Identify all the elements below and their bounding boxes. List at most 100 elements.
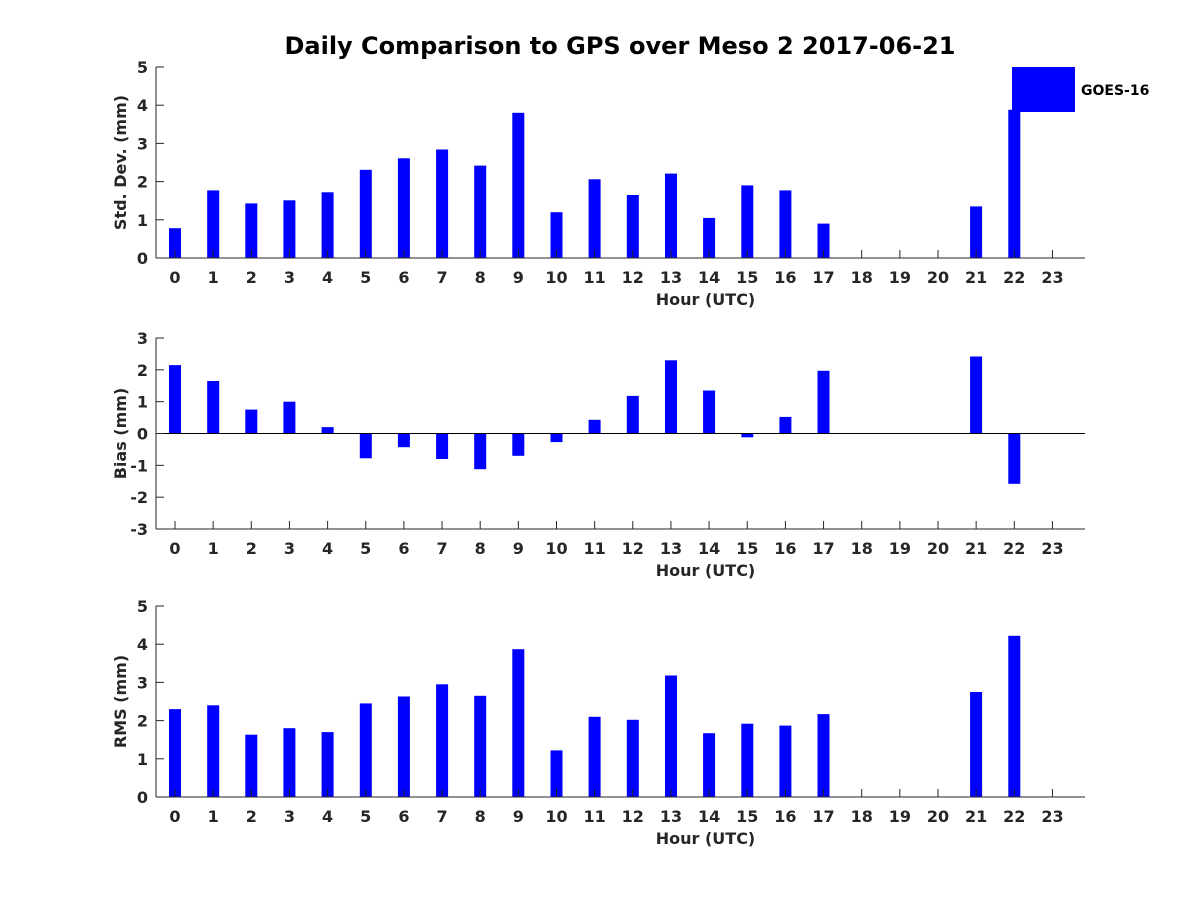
x-tick-label: 21	[965, 268, 987, 287]
x-tick-label: 4	[322, 268, 333, 287]
bar-hour-21	[970, 692, 983, 797]
bar-hour-0	[169, 228, 181, 258]
bar-hour-12	[626, 195, 639, 258]
x-tick-label: 15	[736, 539, 758, 558]
y-tick-label: 3	[137, 673, 148, 692]
bar-hour-10	[550, 750, 563, 797]
legend-label: GOES-16	[1081, 83, 1149, 99]
y-tick-label: 3	[137, 134, 148, 153]
x-tick-label: 23	[1041, 539, 1063, 558]
y-axis-label: RMS (mm)	[111, 655, 130, 748]
x-tick-label: 1	[208, 539, 219, 558]
bar-hour-21	[970, 206, 983, 258]
x-tick-label: 11	[584, 268, 606, 287]
x-tick-label: 15	[736, 268, 758, 287]
x-tick-label: 16	[774, 807, 796, 826]
y-tick-label: 3	[137, 329, 148, 348]
x-tick-label: 22	[1003, 268, 1025, 287]
x-tick-label: 5	[360, 268, 371, 287]
x-tick-label: 1	[208, 268, 219, 287]
y-tick-label: -1	[130, 456, 148, 475]
x-tick-label: 9	[513, 807, 524, 826]
bar-hour-7	[436, 684, 449, 797]
x-tick-label: 3	[284, 539, 295, 558]
bar-hour-13	[665, 360, 677, 434]
x-tick-label: 9	[513, 539, 524, 558]
bar-hour-1	[207, 381, 220, 434]
legend: GOES-16	[1012, 67, 1149, 112]
bar-hour-10	[550, 433, 563, 443]
bar-hour-9	[512, 649, 525, 797]
bar-hour-14	[703, 390, 716, 434]
y-tick-label: -3	[130, 520, 148, 539]
bar-hour-1	[207, 190, 220, 258]
bar-hour-16	[779, 190, 792, 258]
bar-hour-11	[588, 179, 601, 258]
x-tick-label: 19	[889, 807, 911, 826]
x-tick-label: 12	[622, 268, 644, 287]
x-tick-label: 2	[246, 807, 257, 826]
bar-hour-2	[245, 409, 258, 434]
x-tick-label: 18	[851, 807, 873, 826]
x-tick-label: 7	[436, 807, 447, 826]
x-tick-label: 15	[736, 807, 758, 826]
bar-hour-5	[359, 703, 372, 797]
bar-hour-0	[169, 365, 181, 434]
y-tick-label: 4	[137, 635, 148, 654]
bar-hour-7	[436, 433, 449, 459]
x-tick-label: 3	[284, 807, 295, 826]
x-tick-label: 14	[698, 807, 720, 826]
x-tick-label: 10	[545, 268, 567, 287]
y-tick-label: 2	[137, 712, 148, 731]
y-tick-label: 4	[137, 96, 148, 115]
x-axis-label: Hour (UTC)	[656, 829, 756, 848]
x-tick-label: 7	[436, 268, 447, 287]
x-axis-label: Hour (UTC)	[656, 561, 756, 580]
bar-hour-12	[626, 395, 639, 434]
y-tick-label: 2	[137, 173, 148, 192]
x-tick-label: 6	[398, 268, 409, 287]
bar-hour-13	[665, 173, 677, 258]
bar-hour-22	[1008, 109, 1021, 258]
x-tick-label: 11	[584, 539, 606, 558]
x-tick-label: 17	[812, 268, 834, 287]
x-tick-label: 21	[965, 539, 987, 558]
x-tick-label: 5	[360, 807, 371, 826]
x-tick-label: 17	[812, 539, 834, 558]
x-tick-label: 16	[774, 539, 796, 558]
bar-hour-9	[512, 433, 525, 456]
x-tick-label: 18	[851, 539, 873, 558]
bar-hour-2	[245, 203, 258, 258]
bar-hour-7	[436, 149, 449, 258]
bar-hour-15	[741, 185, 754, 258]
x-tick-label: 5	[360, 539, 371, 558]
y-tick-label: 0	[137, 788, 148, 807]
x-tick-label: 19	[889, 539, 911, 558]
bar-hour-8	[474, 695, 487, 797]
x-tick-label: 13	[660, 539, 682, 558]
x-tick-label: 23	[1041, 807, 1063, 826]
bar-hour-11	[588, 419, 601, 434]
bar-hour-6	[397, 433, 410, 448]
bar-hour-5	[359, 433, 372, 459]
x-tick-label: 1	[208, 807, 219, 826]
y-tick-label: 5	[137, 58, 148, 77]
x-tick-label: 20	[927, 807, 949, 826]
x-tick-label: 2	[246, 539, 257, 558]
x-tick-label: 10	[545, 807, 567, 826]
x-tick-label: 20	[927, 539, 949, 558]
x-tick-label: 20	[927, 268, 949, 287]
bar-hour-3	[283, 401, 296, 434]
bar-hour-4	[321, 427, 334, 434]
x-tick-label: 10	[545, 539, 567, 558]
x-tick-label: 21	[965, 807, 987, 826]
x-tick-label: 13	[660, 807, 682, 826]
x-tick-label: 12	[622, 539, 644, 558]
x-tick-label: 0	[169, 807, 180, 826]
x-tick-label: 8	[475, 268, 486, 287]
x-tick-label: 2	[246, 268, 257, 287]
bar-hour-0	[169, 709, 181, 797]
